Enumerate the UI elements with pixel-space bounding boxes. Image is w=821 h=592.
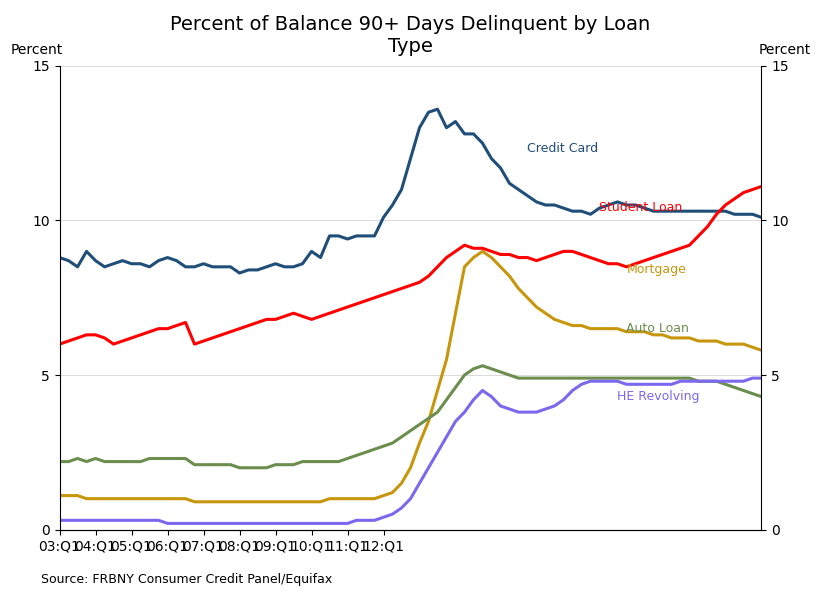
Text: Credit Card: Credit Card (527, 143, 599, 156)
Text: Auto Loan: Auto Loan (626, 321, 690, 334)
Text: Mortgage: Mortgage (626, 263, 686, 276)
Text: HE Revolving: HE Revolving (617, 390, 700, 403)
Text: Source: FRBNY Consumer Credit Panel/Equifax: Source: FRBNY Consumer Credit Panel/Equi… (41, 573, 333, 586)
Text: Student Loan: Student Loan (599, 201, 683, 214)
Text: Percent: Percent (759, 43, 810, 57)
Text: Percent: Percent (11, 43, 62, 57)
Title: Percent of Balance 90+ Days Delinquent by Loan
Type: Percent of Balance 90+ Days Delinquent b… (171, 15, 650, 56)
